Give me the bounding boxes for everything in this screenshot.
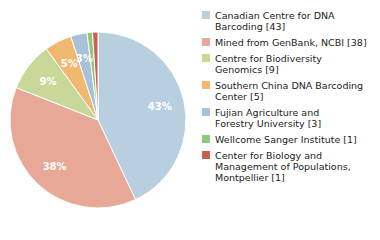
chart: 43%38%9%5%3%Canadian Centre for DNABarco… (0, 0, 380, 240)
legend-swatch (202, 38, 210, 46)
legend-label: Southern China DNA BarcodingCenter [5] (215, 80, 363, 102)
legend-label: Center for Biology andManagement of Popu… (215, 150, 351, 183)
pie-slice (87, 32, 98, 120)
legend-label-line: Southern China DNA Barcoding (215, 80, 363, 91)
legend-label-line: Forestry University [3] (215, 118, 321, 129)
data-label: 3% (76, 53, 93, 64)
legend-label: Mined from GenBank, NCBI [38] (215, 37, 367, 48)
legend-swatch (202, 11, 210, 19)
legend-swatch (202, 135, 210, 143)
pie-slice (92, 32, 98, 120)
legend-label-line: Barcoding [43] (215, 21, 285, 32)
data-label: 9% (39, 76, 56, 87)
legend-swatch (202, 151, 210, 159)
legend-swatch (202, 81, 210, 89)
pie-slice (71, 33, 98, 120)
legend-label: Wellcome Sanger Institute [1] (215, 134, 357, 145)
legend-label-line: Management of Populations, (215, 161, 351, 172)
legend-label-line: Mined from GenBank, NCBI [38] (215, 37, 367, 48)
legend-label-line: Fujian Agriculture and (215, 107, 319, 118)
legend-label: Canadian Centre for DNABarcoding [43] (215, 10, 335, 32)
legend-label-line: Canadian Centre for DNA (215, 10, 335, 21)
legend-label-line: Genomics [9] (215, 64, 279, 75)
legend-label-line: Montpellier [1] (215, 172, 285, 183)
legend-label: Fujian Agriculture andForestry Universit… (215, 107, 321, 129)
legend: Canadian Centre for DNABarcoding [43] Min… (202, 10, 367, 183)
legend-swatch (202, 108, 210, 116)
data-label: 43% (148, 101, 172, 112)
legend-label-line: Centre for Biodiversity (215, 53, 322, 64)
legend-label-line: Center [5] (215, 91, 263, 102)
data-labels: 43%38%9%5%3% (39, 53, 171, 172)
legend-label-line: Center for Biology and (215, 150, 322, 161)
pie (10, 32, 186, 208)
legend-label: Centre for BiodiversityGenomics [9] (215, 53, 322, 75)
data-label: 38% (43, 161, 67, 172)
legend-label-line: Wellcome Sanger Institute [1] (215, 134, 357, 145)
legend-swatch (202, 54, 210, 62)
